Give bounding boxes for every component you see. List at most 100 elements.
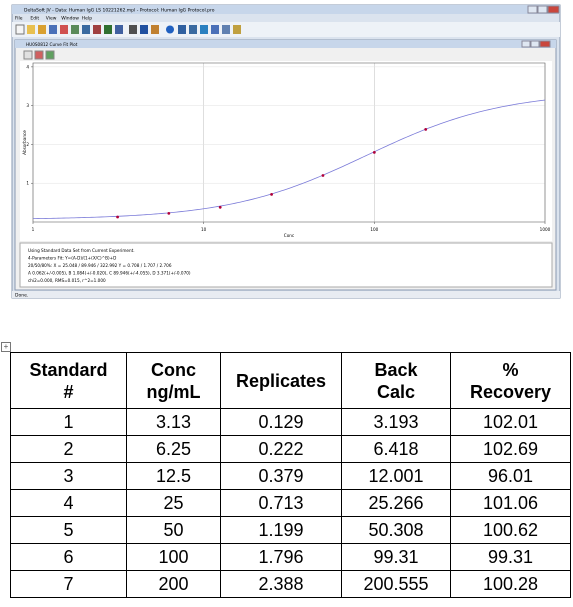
icon[interactable]	[189, 25, 197, 34]
toolbar	[12, 22, 560, 37]
table-cell: 3.193	[341, 408, 451, 436]
icon[interactable]	[211, 25, 219, 34]
icon[interactable]	[151, 25, 159, 34]
icon[interactable]	[93, 25, 101, 34]
table-cell: 4	[10, 489, 127, 517]
table-cell: 0.222	[220, 435, 342, 463]
title-bar	[12, 5, 560, 14]
fit-note: 20/50/80%: X = 25.048 / 89.946 / 322.992…	[28, 263, 172, 268]
status-bar	[12, 291, 560, 298]
table-cell: 3.13	[126, 408, 221, 436]
menu-item[interactable]: View	[46, 16, 57, 22]
fit-note: 4-Parameters Fit: Y=(A-D)/(1+(X/C)^B)+D	[28, 256, 116, 261]
table-cell: 99.31	[450, 543, 571, 571]
table-row: 7 200 2.388 200.555 100.28	[10, 570, 571, 598]
menu-item[interactable]: Window	[61, 16, 79, 22]
table-cell: 25.266	[341, 489, 451, 517]
icon[interactable]	[38, 25, 46, 34]
plot-frame	[32, 62, 546, 223]
y-axis-label: Absorbance	[22, 130, 27, 155]
y-tick-label: 3	[26, 103, 29, 108]
screenshot: DeltaSoft JV - Data: Human IgG LS 102212…	[11, 4, 561, 299]
table-cell: 1.796	[220, 543, 342, 571]
data-point	[167, 211, 171, 215]
maximize-button[interactable]	[530, 40, 540, 48]
icon[interactable]	[115, 25, 123, 34]
table-row: 3 12.5 0.379 12.001 96.01	[10, 462, 571, 490]
maximize-button[interactable]	[537, 5, 548, 14]
notes-panel	[19, 242, 553, 288]
table-cell: 2.388	[220, 570, 342, 598]
toolbar-icons	[15, 24, 241, 35]
table-cell: 3	[10, 462, 127, 490]
table-cell: 12.5	[126, 462, 221, 490]
table-row: 4 25 0.713 25.266 101.06	[10, 489, 571, 517]
icon[interactable]	[15, 24, 25, 35]
data-point	[424, 127, 428, 131]
table-cell: 200	[126, 570, 221, 598]
x-tick-label: 100	[370, 227, 378, 232]
fit-note: A 0.062(+/-0.005), B 1.084(+/-0.020), C …	[28, 271, 191, 276]
icon[interactable]	[140, 25, 148, 34]
fit-note: chi2=0.000, RMS=0.015, r^2=1.000	[28, 278, 106, 283]
table-cell: 0.379	[220, 462, 342, 490]
table-cell: 2	[10, 435, 127, 463]
x-tick-label: 1	[32, 227, 35, 232]
minimize-button[interactable]	[527, 5, 538, 14]
fit-note: Using Standard Data Set from Current Exp…	[28, 248, 135, 253]
table-cell: 5	[10, 516, 127, 544]
table-cell: 100.62	[450, 516, 571, 544]
plot-background	[20, 61, 552, 241]
minimize-button[interactable]	[521, 40, 531, 48]
table-cell: 200.555	[341, 570, 451, 598]
y-tick-label: 1	[26, 181, 29, 186]
x-tick-label: 10	[201, 227, 207, 232]
table-row: 5 50 1.199 50.308 100.62	[10, 516, 571, 544]
table-cell: 7	[10, 570, 127, 598]
x-tick-label: 1000	[540, 227, 551, 232]
table-cell: 100.28	[450, 570, 571, 598]
table-cell: 102.01	[450, 408, 571, 436]
header-cell: % Recovery	[450, 352, 571, 409]
status-text: Done.	[15, 293, 28, 299]
icon[interactable]	[222, 25, 230, 34]
table-cell: 6.418	[341, 435, 451, 463]
y-tick-label: 2	[26, 142, 29, 147]
table-row: 1 3.13 0.129 3.193 102.01	[10, 408, 571, 436]
table-cell: 12.001	[341, 462, 451, 490]
close-button[interactable]	[547, 5, 560, 14]
icon[interactable]	[233, 25, 241, 34]
icon[interactable]	[129, 25, 137, 34]
table-move-handle[interactable]: +	[1, 342, 11, 352]
icon[interactable]	[82, 25, 90, 34]
table-cell: 99.31	[341, 543, 451, 571]
plot-tool[interactable]	[34, 50, 44, 60]
icon[interactable]	[49, 25, 57, 34]
icon[interactable]	[60, 25, 68, 34]
table-cell: 6	[10, 543, 127, 571]
icon[interactable]	[200, 25, 208, 34]
data-point	[116, 215, 119, 219]
x-axis-label: Conc	[284, 233, 295, 238]
icon[interactable]	[178, 25, 186, 34]
menu-item[interactable]: Edit	[30, 16, 39, 22]
menu-item[interactable]: Help	[82, 16, 92, 22]
data-point	[270, 192, 273, 196]
close-button[interactable]	[539, 40, 551, 48]
plot-window-title: HU0S0812 Curve Fit Plot	[26, 42, 78, 47]
plot-tool[interactable]	[45, 50, 55, 60]
icon[interactable]	[104, 25, 112, 34]
table-row: Standard # Conc ng/mL Replicates Back Calc%…	[10, 352, 571, 409]
menu-item[interactable]: File	[15, 16, 23, 22]
menu-bar: File Edit View Window Help	[15, 16, 92, 22]
data-point	[218, 205, 222, 209]
icon[interactable]	[27, 25, 35, 34]
icon[interactable]	[71, 25, 79, 34]
table-row: 2 6.25 0.222 6.418 102.69	[10, 435, 571, 463]
table-cell: 6.25	[126, 435, 221, 463]
plot-tool[interactable]	[23, 50, 33, 60]
table-cell: 25	[126, 489, 221, 517]
header-cell: Replicates	[220, 352, 342, 409]
icon[interactable]	[166, 25, 174, 34]
